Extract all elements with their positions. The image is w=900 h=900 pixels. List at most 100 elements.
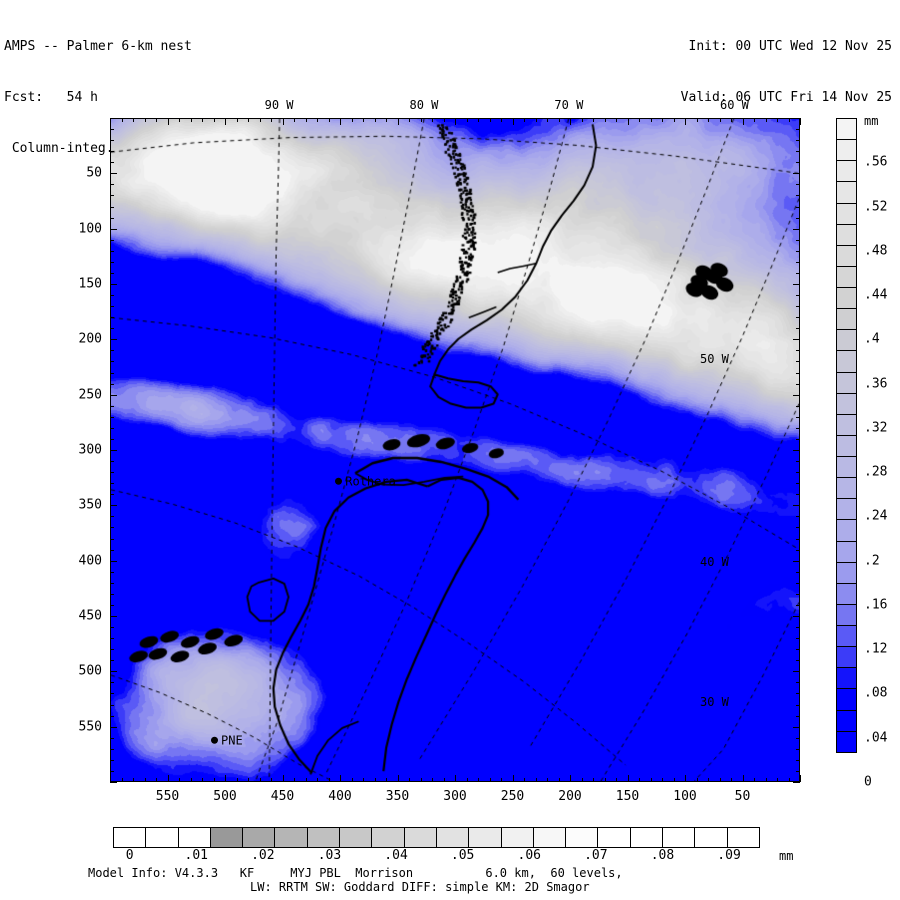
x-axis-label: 300 [443, 789, 467, 804]
axis-tick [616, 778, 617, 782]
axis-tick [796, 328, 800, 329]
colorbar-tick-label: .44 [864, 287, 888, 303]
axis-tick [796, 516, 800, 517]
axis-tick [796, 218, 800, 219]
axis-tick [110, 572, 114, 573]
x-axis-label: 350 [385, 789, 410, 804]
axis-tick [122, 778, 123, 782]
axis-tick [796, 373, 800, 374]
axis-tick [110, 184, 114, 185]
colorbar-cell [836, 625, 857, 648]
axis-tick [582, 778, 583, 782]
colorbar-cell [468, 827, 502, 848]
colorbar-cell [209, 827, 244, 848]
colorbar-tick-label: .06 [517, 848, 541, 863]
axis-tick [110, 472, 114, 473]
axis-tick [570, 118, 571, 125]
colorbar-cell [339, 827, 373, 848]
axis-tick [168, 118, 169, 125]
axis-tick [110, 738, 114, 739]
axis-tick [796, 350, 800, 351]
axis-tick [110, 627, 114, 628]
axis-tick [110, 616, 117, 617]
axis-tick [720, 118, 721, 122]
axis-tick [110, 539, 114, 540]
axis-tick [444, 778, 445, 782]
axis-tick [536, 778, 537, 782]
axis-tick [110, 716, 114, 717]
axis-tick [179, 778, 180, 782]
axis-tick [796, 428, 800, 429]
colorbar-tick-label: 0 [125, 848, 134, 863]
colorbar-cell [565, 827, 599, 848]
axis-tick [605, 778, 606, 782]
colorbar-cell [836, 287, 857, 310]
colorbar-cell [836, 202, 857, 225]
vertical-colorbar-unit-label: mm [864, 114, 879, 128]
axis-tick [731, 118, 732, 122]
axis-tick [754, 778, 755, 782]
axis-tick [697, 778, 698, 782]
colorbar-cell [836, 308, 857, 331]
axis-tick [789, 118, 790, 122]
axis-tick [398, 118, 399, 125]
axis-tick [110, 140, 114, 141]
colorbar-tick-label: .02 [251, 848, 275, 863]
axis-tick [796, 594, 800, 595]
axis-tick [513, 118, 514, 125]
colorbar-tick-label: .05 [450, 848, 475, 863]
axis-tick [398, 775, 399, 782]
axis-tick [796, 583, 800, 584]
axis-tick [421, 778, 422, 782]
x-axis-label: 400 [328, 789, 352, 804]
axis-tick [793, 229, 800, 230]
colorbar-tick-label: .32 [864, 420, 888, 436]
axis-tick [409, 778, 410, 782]
axis-tick [547, 778, 548, 782]
map-plot-area[interactable]: Rothera PNE [110, 118, 800, 782]
axis-tick [110, 505, 117, 506]
axis-tick [796, 262, 800, 263]
colorbar-cell [662, 827, 696, 848]
y-axis-label: 100 [78, 221, 102, 237]
axis-tick [110, 218, 114, 219]
x-axis-label: 200 [558, 789, 582, 804]
y-axis-label: 300 [78, 442, 102, 458]
colorbar-cell [836, 519, 857, 542]
axis-tick [294, 778, 295, 782]
axis-tick [685, 118, 686, 125]
axis-tick [110, 306, 114, 307]
axis-tick [796, 251, 800, 252]
axis-tick [110, 273, 114, 274]
station-name-label: PNE [221, 733, 243, 748]
y-axis-label: 50 [86, 165, 102, 181]
vertical-colorbar [836, 118, 857, 753]
axis-tick [214, 118, 215, 122]
axis-tick [179, 118, 180, 122]
colorbar-tick-label: .56 [864, 154, 888, 170]
axis-tick [110, 406, 114, 407]
axis-tick [796, 660, 800, 661]
axis-tick [796, 207, 800, 208]
axis-tick [271, 118, 272, 122]
axis-tick [731, 778, 732, 782]
axis-tick [110, 705, 114, 706]
valid-time-line: Valid: 06 UTC Fri 14 Nov 25 [680, 90, 892, 105]
axis-tick [796, 638, 800, 639]
axis-tick [110, 328, 114, 329]
axis-tick [421, 118, 422, 122]
colorbar-tick-label: .52 [864, 199, 888, 215]
colorbar-cell [403, 827, 437, 848]
axis-tick [796, 527, 800, 528]
colorbar-cell [726, 827, 760, 848]
axis-tick [559, 778, 560, 782]
axis-tick [628, 775, 629, 782]
axis-tick [110, 749, 114, 750]
colorbar-cell [694, 827, 728, 848]
axis-tick [796, 605, 800, 606]
axis-tick [329, 778, 330, 782]
axis-tick [110, 682, 114, 683]
axis-tick [796, 716, 800, 717]
axis-tick [329, 118, 330, 122]
axis-tick [156, 778, 157, 782]
